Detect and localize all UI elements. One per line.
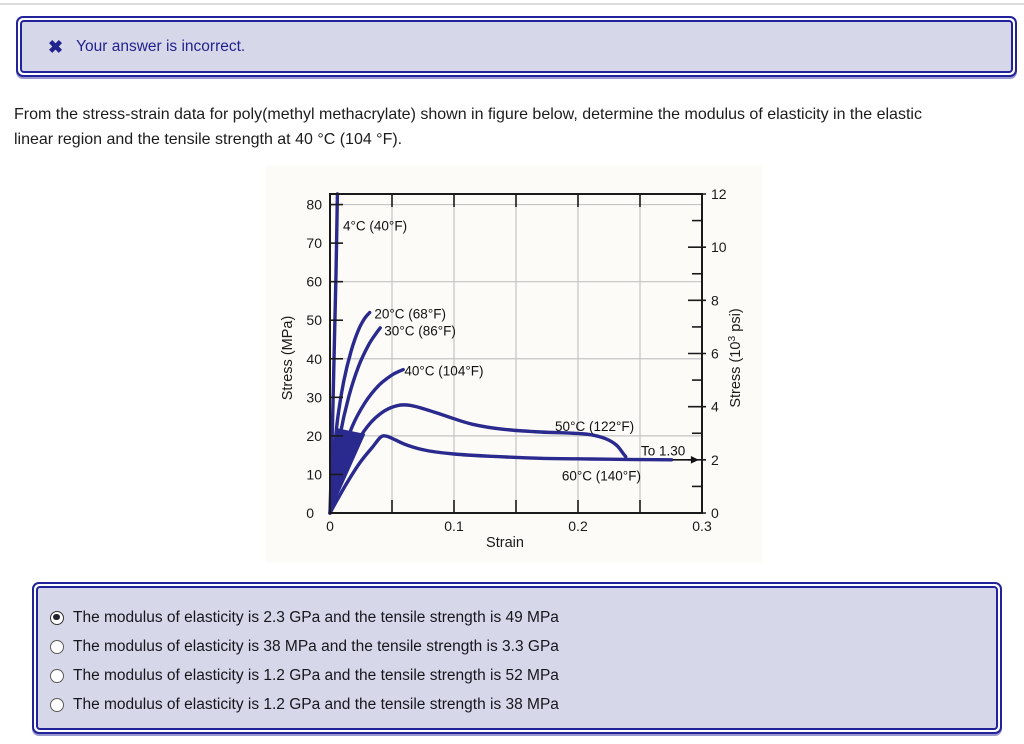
option-row-1[interactable]: The modulus of elasticity is 2.3 GPa and… bbox=[50, 603, 996, 632]
svg-text:12: 12 bbox=[711, 186, 727, 202]
svg-text:Stress (MPa): Stress (MPa) bbox=[280, 316, 296, 401]
option-label-3[interactable]: The modulus of elasticity is 1.2 GPa and… bbox=[73, 666, 559, 684]
svg-text:6: 6 bbox=[711, 346, 719, 362]
result-banner: ✖ Your answer is incorrect. bbox=[16, 16, 1017, 77]
svg-text:20: 20 bbox=[306, 428, 322, 444]
svg-text:80: 80 bbox=[306, 197, 322, 213]
svg-text:50°C (122°F): 50°C (122°F) bbox=[555, 419, 634, 434]
svg-text:50: 50 bbox=[306, 312, 322, 328]
svg-text:4°C (40°F): 4°C (40°F) bbox=[343, 218, 407, 233]
question-line-1: From the stress-strain data for poly(met… bbox=[14, 106, 922, 123]
svg-text:0.3: 0.3 bbox=[692, 518, 712, 534]
options-panel: The modulus of elasticity is 2.3 GPa and… bbox=[32, 582, 1002, 734]
options-list: The modulus of elasticity is 2.3 GPa and… bbox=[36, 586, 998, 730]
svg-text:2: 2 bbox=[711, 452, 719, 468]
option-label-1[interactable]: The modulus of elasticity is 2.3 GPa and… bbox=[73, 608, 559, 626]
svg-text:8: 8 bbox=[711, 292, 719, 308]
option-row-3[interactable]: The modulus of elasticity is 1.2 GPa and… bbox=[50, 661, 996, 690]
radio-option-2[interactable] bbox=[50, 639, 64, 654]
incorrect-x-icon: ✖ bbox=[48, 36, 64, 57]
svg-text:20°C (68°F): 20°C (68°F) bbox=[374, 307, 446, 322]
svg-text:Strain: Strain bbox=[486, 535, 524, 551]
svg-text:30: 30 bbox=[306, 389, 322, 405]
question-line-2: linear region and the tensile strength a… bbox=[14, 131, 403, 148]
svg-text:0.1: 0.1 bbox=[444, 518, 464, 534]
radio-option-3[interactable] bbox=[50, 668, 64, 683]
option-row-4[interactable]: The modulus of elasticity is 1.2 GPa and… bbox=[50, 690, 996, 719]
result-banner-text: Your answer is incorrect. bbox=[76, 37, 246, 55]
svg-text:60: 60 bbox=[306, 274, 322, 290]
option-label-4[interactable]: The modulus of elasticity is 1.2 GPa and… bbox=[73, 695, 559, 713]
svg-text:0: 0 bbox=[711, 505, 719, 521]
svg-text:4: 4 bbox=[711, 399, 719, 415]
svg-text:0.2: 0.2 bbox=[568, 518, 588, 534]
result-banner-body: ✖ Your answer is incorrect. bbox=[20, 20, 1013, 73]
svg-text:40°C (104°F): 40°C (104°F) bbox=[404, 364, 483, 379]
option-row-2[interactable]: The modulus of elasticity is 38 MPa and … bbox=[50, 632, 996, 661]
radio-option-4[interactable] bbox=[50, 697, 64, 712]
svg-text:30°C (86°F): 30°C (86°F) bbox=[384, 324, 456, 339]
radio-option-1[interactable] bbox=[50, 610, 64, 625]
svg-text:70: 70 bbox=[306, 235, 322, 251]
svg-text:0: 0 bbox=[306, 505, 314, 521]
svg-text:0: 0 bbox=[326, 518, 334, 534]
svg-text:10: 10 bbox=[306, 466, 322, 482]
svg-text:10: 10 bbox=[711, 239, 727, 255]
svg-text:Stress (103 psi): Stress (103 psi) bbox=[726, 308, 744, 407]
svg-text:60°C (140°F): 60°C (140°F) bbox=[562, 468, 641, 483]
page-top-divider bbox=[0, 3, 1024, 5]
question-text: From the stress-strain data for poly(met… bbox=[14, 102, 1014, 152]
option-label-2[interactable]: The modulus of elasticity is 38 MPa and … bbox=[73, 637, 559, 655]
svg-text:To 1.30: To 1.30 bbox=[641, 444, 685, 459]
svg-text:40: 40 bbox=[306, 351, 322, 367]
stress-strain-figure: 0 10 20 30 40 50 60 70 80 0 2 4 6 8 10 12 0 0.1 0.2 0.3 Stre… bbox=[266, 166, 762, 562]
